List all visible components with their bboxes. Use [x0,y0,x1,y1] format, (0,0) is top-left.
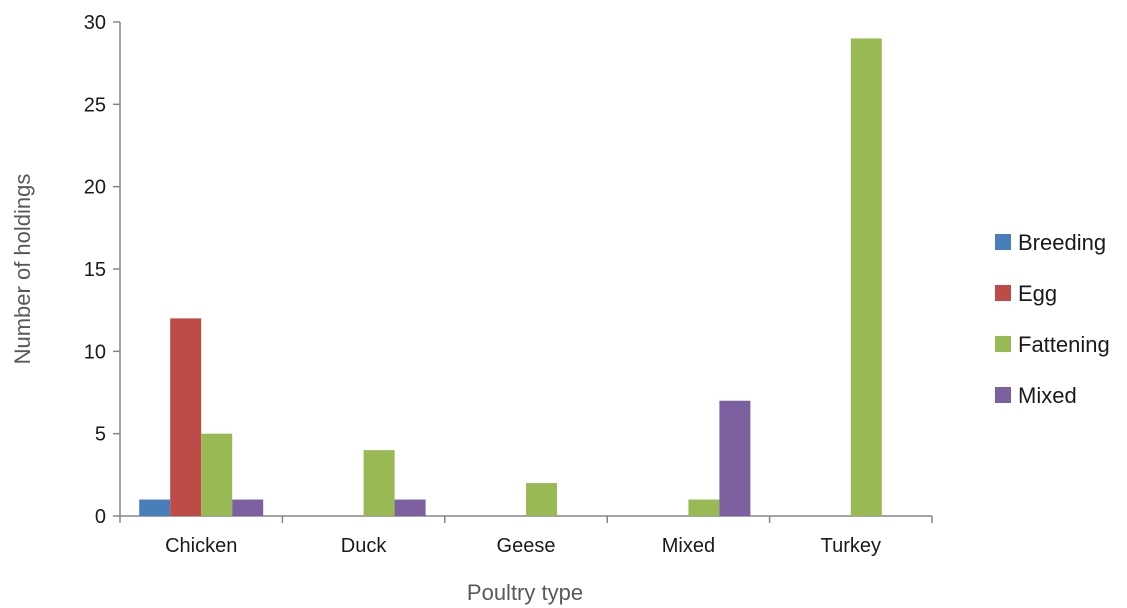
bar-fattening-geese [526,483,557,516]
x-axis-title: Poultry type [467,580,583,605]
bar-fattening-mixed [688,499,720,516]
legend-label-breeding: Breeding [1018,230,1106,255]
legend-swatch-fattening [995,336,1011,352]
y-tick-label: 10 [84,341,106,363]
x-tick-label: Chicken [165,535,237,557]
bar-fattening-duck [363,450,395,516]
y-tick-label: 15 [84,259,106,281]
bar-mixed-mixed [719,400,751,516]
y-axis-title: Number of holdings [10,174,35,365]
y-tick-label: 0 [95,506,106,528]
legend: Breeding Egg Fattening Mixed [995,230,1110,408]
legend-swatch-breeding [995,234,1011,250]
legend-label-mixed: Mixed [1018,383,1077,408]
bar-mixed-chicken [232,499,264,516]
x-tick-label: Turkey [821,535,881,557]
x-tick-label: Mixed [662,535,715,557]
legend-swatch-egg [995,285,1011,301]
legend-label-fattening: Fattening [1018,332,1110,357]
x-axis: Chicken Duck Geese Mixed Turkey [119,515,933,557]
legend-label-egg: Egg [1018,281,1057,306]
y-tick-label: 20 [84,177,106,199]
bar-mixed-duck [394,499,426,516]
y-axis: 0 5 10 15 20 25 30 [84,12,121,528]
bar-breeding-chicken [139,499,171,516]
legend-swatch-mixed [995,387,1011,403]
x-tick-label: Geese [497,535,556,557]
bars [139,38,882,516]
x-tick-label: Duck [341,535,388,557]
bar-fattening-chicken [201,433,233,516]
y-tick-label: 5 [95,424,106,446]
y-tick-label: 30 [84,12,106,34]
bar-egg-chicken [170,318,202,516]
y-tick-label: 25 [84,94,106,116]
bar-fattening-turkey [850,38,882,516]
